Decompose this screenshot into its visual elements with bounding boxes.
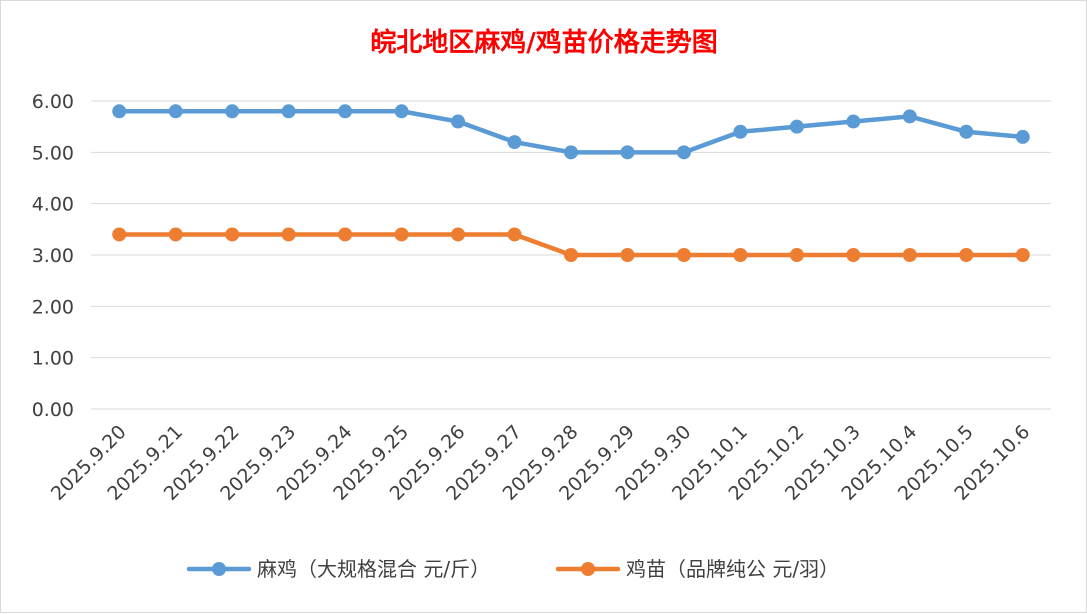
data-point	[112, 104, 127, 119]
data-point	[789, 119, 804, 134]
data-point	[902, 109, 917, 124]
y-tick-label: 2.00	[32, 296, 74, 318]
legend-label: 鸡苗（品牌纯公 元/羽）	[626, 557, 839, 581]
data-point	[959, 248, 974, 262]
data-point	[846, 114, 861, 129]
chart-title: 皖北地区麻鸡/鸡苗价格走势图	[370, 27, 718, 58]
data-point	[338, 227, 353, 242]
y-tick-label: 5.00	[32, 142, 74, 164]
y-tick-label: 4.00	[32, 194, 74, 216]
data-point	[846, 248, 861, 262]
data-point	[564, 145, 578, 160]
legend-swatch-marker	[581, 562, 595, 576]
y-axis-ticks: 0.00 1.00 2.00 3.00 4.00 5.00 6.00	[32, 91, 74, 421]
data-point	[168, 227, 183, 242]
data-point	[1015, 248, 1030, 262]
y-tick-label: 0.00	[32, 399, 74, 421]
data-point	[507, 135, 522, 150]
data-point	[338, 104, 353, 119]
data-point	[733, 248, 748, 262]
data-point	[281, 104, 296, 119]
legend-label: 麻鸡（大规格混合 元/斤）	[257, 557, 490, 581]
y-tick-label: 1.00	[32, 348, 74, 370]
data-point	[112, 227, 127, 242]
data-point	[902, 248, 917, 262]
legend-item: 麻鸡（大规格混合 元/斤）	[186, 557, 490, 581]
data-point	[451, 227, 466, 242]
data-point	[733, 124, 748, 139]
data-point	[676, 248, 691, 262]
data-point	[281, 227, 296, 242]
data-point	[959, 124, 974, 139]
data-point	[168, 104, 183, 119]
data-point	[225, 227, 240, 242]
data-point	[676, 145, 691, 160]
y-tick-label: 6.00	[32, 91, 74, 113]
data-point	[394, 227, 409, 242]
legend-item: 鸡苗（品牌纯公 元/羽）	[555, 557, 839, 581]
data-point	[789, 248, 804, 262]
data-point	[451, 114, 466, 129]
data-point	[564, 248, 578, 262]
data-point	[620, 145, 635, 160]
series-1	[112, 104, 1030, 160]
series-layer	[112, 104, 1030, 262]
legend-swatch-marker	[212, 562, 226, 576]
data-point	[225, 104, 240, 119]
data-point	[620, 248, 635, 262]
data-point	[507, 227, 522, 242]
x-axis-ticks: 2025.9.202025.9.212025.9.222025.9.232025…	[47, 421, 1034, 505]
y-tick-label: 3.00	[32, 245, 74, 267]
data-point	[1015, 129, 1030, 144]
series-2	[112, 227, 1030, 262]
legend: 麻鸡（大规格混合 元/斤） 鸡苗（品牌纯公 元/羽）	[186, 557, 839, 581]
data-point	[394, 104, 409, 119]
